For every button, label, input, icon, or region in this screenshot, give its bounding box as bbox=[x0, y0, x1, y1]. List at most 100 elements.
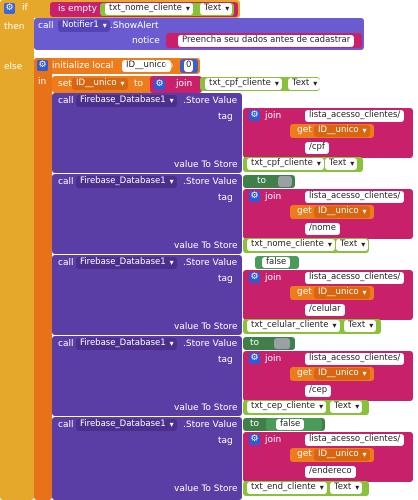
number-value[interactable]: 0 bbox=[184, 60, 194, 72]
value-textbox-dropdown[interactable]: txt_celular_cliente bbox=[247, 320, 340, 332]
value-to-store-label: value To Store bbox=[174, 241, 238, 251]
store-tag-label: tag bbox=[218, 355, 233, 365]
get-label: get bbox=[297, 125, 312, 135]
get-label: get bbox=[297, 287, 312, 297]
value-to-store-label: value To Store bbox=[174, 484, 238, 494]
initialize-local-label: initialize local bbox=[52, 61, 114, 71]
notice-label: notice bbox=[132, 36, 160, 46]
local-mutator-gear-icon[interactable]: ⚙ bbox=[37, 60, 48, 71]
get-label: get bbox=[297, 206, 312, 216]
store-method-label: .Store Value bbox=[183, 258, 238, 268]
store-method-label: .Store Value bbox=[183, 96, 238, 106]
get-var-dropdown[interactable]: ID__unico bbox=[314, 206, 370, 218]
value-textbox-dropdown[interactable]: txt_nome_cliente bbox=[247, 239, 335, 251]
if-label: if bbox=[22, 3, 28, 13]
tag-path-text[interactable]: lista_acesso_clientes/ bbox=[305, 110, 405, 122]
tag-path-text[interactable]: lista_acesso_clientes/ bbox=[305, 191, 405, 203]
then-label: then bbox=[4, 22, 25, 32]
init-to-label: to bbox=[164, 61, 174, 71]
value-to-store-label: value To Store bbox=[174, 403, 238, 413]
get-var-dropdown[interactable]: ID__unico bbox=[314, 125, 370, 137]
value-textbox-dropdown[interactable]: txt_cep_cliente bbox=[247, 401, 327, 413]
notifier-call-label: call bbox=[38, 21, 54, 31]
store-call-label: call bbox=[58, 258, 74, 268]
stale-to-label: to bbox=[257, 176, 267, 186]
get-label: get bbox=[297, 368, 312, 378]
tag-join-gear-icon[interactable]: ⚙ bbox=[249, 110, 260, 121]
stale-to-label: to bbox=[250, 338, 260, 348]
tag-join-gear-icon[interactable]: ⚙ bbox=[249, 434, 260, 445]
local-var-name-field[interactable]: ID__unico bbox=[122, 60, 171, 72]
tag-join-gear-icon[interactable]: ⚙ bbox=[249, 191, 260, 202]
store-component-dropdown[interactable]: Firebase_Database1 bbox=[76, 419, 177, 431]
get-label: get bbox=[297, 449, 312, 459]
value-textbox-dropdown[interactable]: txt_end_cliente bbox=[247, 482, 327, 494]
else-label: else bbox=[4, 62, 23, 72]
in-label: in bbox=[38, 77, 47, 87]
tag-join-label: join bbox=[265, 273, 282, 283]
stale-to-label: to bbox=[243, 258, 253, 268]
tag-suffix-text[interactable]: /cpf bbox=[305, 142, 329, 154]
store-component-dropdown[interactable]: Firebase_Database1 bbox=[76, 338, 177, 350]
notifier-component-dropdown[interactable]: Notifier1 bbox=[58, 20, 110, 32]
store-method-label: .Store Value bbox=[183, 177, 238, 187]
set-join-gear-icon[interactable]: ⚙ bbox=[154, 79, 165, 90]
condition-textbox-dropdown[interactable]: txt_nome_cliente bbox=[105, 3, 193, 15]
value-prop-dropdown[interactable]: Text bbox=[325, 158, 358, 170]
condition-prop-dropdown[interactable]: Text bbox=[200, 3, 233, 15]
store-call-label: call bbox=[58, 96, 74, 106]
store-component-dropdown[interactable]: Firebase_Database1 bbox=[76, 95, 177, 107]
tag-join-label: join bbox=[265, 354, 282, 364]
stale-false-value[interactable]: false bbox=[276, 419, 305, 430]
value-prop-dropdown[interactable]: Text bbox=[330, 482, 363, 494]
set-textbox-dropdown[interactable]: txt_cpf_cliente bbox=[205, 78, 282, 90]
tag-suffix-text[interactable]: /nome bbox=[305, 223, 340, 235]
get-var-dropdown[interactable]: ID__unico bbox=[314, 368, 370, 380]
is-empty-label: is empty bbox=[58, 4, 97, 14]
set-prop-dropdown[interactable]: Text bbox=[288, 78, 321, 90]
tag-join-label: join bbox=[265, 435, 282, 445]
stale-empty-socket[interactable] bbox=[278, 176, 292, 187]
value-prop-dropdown[interactable]: Text bbox=[336, 239, 369, 251]
initialize-local-body[interactable] bbox=[34, 58, 52, 500]
if-else-block[interactable] bbox=[0, 0, 34, 500]
store-call-label: call bbox=[58, 177, 74, 187]
store-component-dropdown[interactable]: Firebase_Database1 bbox=[76, 176, 177, 188]
tag-join-gear-icon[interactable]: ⚙ bbox=[249, 272, 260, 283]
store-component-dropdown[interactable]: Firebase_Database1 bbox=[76, 257, 177, 269]
stale-empty-socket[interactable] bbox=[274, 338, 290, 349]
store-tag-label: tag bbox=[218, 436, 233, 446]
tag-path-text[interactable]: lista_acesso_clientes/ bbox=[305, 434, 405, 446]
tag-path-text[interactable]: lista_acesso_clientes/ bbox=[305, 353, 405, 365]
store-call-label: call bbox=[58, 420, 74, 430]
store-method-label: .Store Value bbox=[183, 339, 238, 349]
tag-join-label: join bbox=[265, 192, 282, 202]
set-to-label: to bbox=[134, 79, 144, 89]
value-to-store-label: value To Store bbox=[174, 322, 238, 332]
tag-path-text[interactable]: lista_acesso_clientes/ bbox=[305, 272, 405, 284]
store-call-label: call bbox=[58, 339, 74, 349]
value-textbox-dropdown[interactable]: txt_cpf_cliente bbox=[247, 158, 324, 170]
store-tag-label: tag bbox=[218, 193, 233, 203]
stale-false-value[interactable]: false bbox=[262, 257, 291, 268]
store-tag-label: tag bbox=[218, 112, 233, 122]
value-prop-dropdown[interactable]: Text bbox=[344, 320, 377, 332]
store-method-label: .Store Value bbox=[183, 420, 238, 430]
tag-join-label: join bbox=[265, 111, 282, 121]
set-join-label: join bbox=[176, 79, 193, 89]
if-mutator-gear-icon[interactable]: ⚙ bbox=[4, 3, 15, 14]
tag-suffix-text[interactable]: /cep bbox=[305, 385, 332, 397]
notifier-method-label: .ShowAlert bbox=[110, 21, 159, 31]
value-prop-dropdown[interactable]: Text bbox=[330, 401, 363, 413]
stale-to-label: to bbox=[250, 419, 260, 429]
get-var-dropdown[interactable]: ID__unico bbox=[314, 287, 370, 299]
get-var-dropdown[interactable]: ID__unico bbox=[314, 449, 370, 461]
set-label: set bbox=[58, 79, 72, 89]
value-to-store-label: value To Store bbox=[174, 160, 238, 170]
tag-join-gear-icon[interactable]: ⚙ bbox=[249, 353, 260, 364]
tag-suffix-text[interactable]: /celular bbox=[305, 304, 345, 316]
store-tag-label: tag bbox=[218, 274, 233, 284]
set-var-dropdown[interactable]: ID__unico bbox=[72, 78, 128, 90]
notice-text-value[interactable]: Preencha seu dados antes de cadastrar bbox=[178, 35, 355, 47]
tag-suffix-text[interactable]: /endereco bbox=[305, 466, 356, 478]
